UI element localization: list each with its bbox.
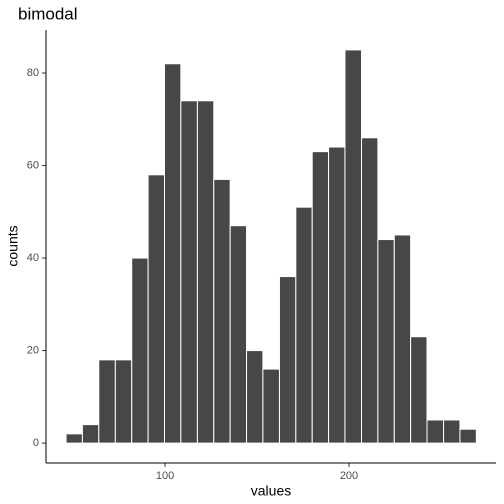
bar — [410, 336, 428, 444]
bar — [163, 63, 182, 444]
y-tick-label: 0 — [33, 437, 39, 449]
bar — [262, 368, 280, 444]
bar — [311, 151, 330, 444]
bar — [196, 100, 215, 444]
x-tick-label: 100 — [156, 470, 174, 482]
x-tick-label: 200 — [340, 470, 358, 482]
bar — [278, 276, 297, 444]
x-axis-label: values — [251, 483, 291, 499]
bar — [295, 206, 313, 444]
bar — [443, 419, 461, 444]
bar — [377, 239, 395, 444]
bar — [328, 146, 346, 444]
bar — [459, 428, 477, 444]
bar — [344, 49, 363, 444]
y-tick-label: 40 — [27, 252, 39, 264]
bar — [426, 419, 445, 444]
bar — [213, 178, 231, 444]
y-tick-label: 80 — [27, 67, 39, 79]
bar — [393, 234, 412, 444]
bar — [81, 424, 100, 444]
y-axis-label: counts — [5, 225, 21, 266]
y-tick-label: 20 — [27, 344, 39, 356]
bar — [229, 225, 248, 444]
bar — [147, 174, 165, 444]
y-tick-label: 60 — [27, 159, 39, 171]
bar — [114, 359, 133, 444]
bar — [361, 137, 379, 444]
bar — [246, 350, 264, 444]
bar — [131, 257, 149, 444]
bar — [65, 433, 83, 444]
chart-title: bimodal — [18, 4, 78, 23]
bar — [180, 100, 198, 444]
bar — [98, 359, 116, 444]
